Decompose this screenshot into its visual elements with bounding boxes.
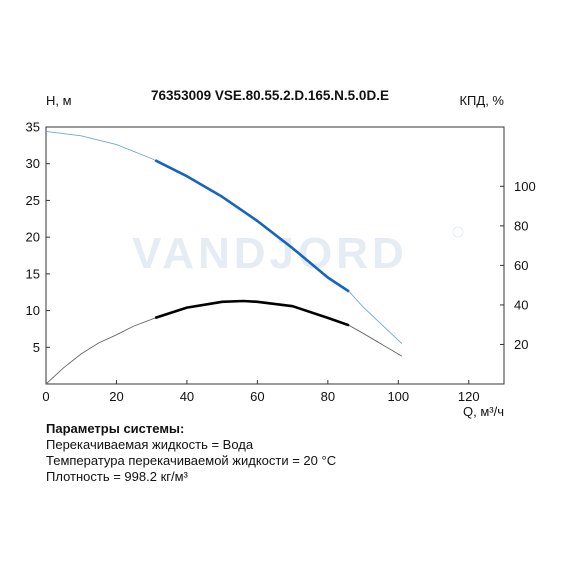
chart-title: 76353009 VSE.80.55.2.D.165.N.5.0D.E [151,88,389,103]
series-1-full-curve [45,300,403,385]
y-left-tick-label: 25 [26,193,40,208]
x-tick-label: 80 [321,389,335,404]
y-right-tick-label: 60 [514,258,528,273]
system-parameters: Параметры системы: Перекачиваемая жидкос… [46,421,336,485]
x-tick-label: 100 [387,389,409,404]
y-right-tick-label: 80 [514,218,528,233]
x-tick-label: 0 [42,389,49,404]
params-line-temperature: Температура перекачиваемой жидкости = 20… [46,453,337,468]
watermark-logo: VANDJORD [132,229,408,278]
y-left-tick-label: 15 [26,266,40,281]
y-right-tick-label: 100 [514,179,536,194]
x-tick-label: 120 [458,389,480,404]
x-axis-label: Q, м³/ч [463,404,504,419]
y-right-tick-label: 20 [514,337,528,352]
y-right-label: КПД, % [459,93,504,108]
pump-curve-chart: VANDJORD 76353009 VSE.80.55.2.D.165.N.5.… [26,88,536,419]
x-tick-label: 40 [180,389,194,404]
y-left-label: Н, м [46,93,72,108]
x-tick-label: 60 [250,389,264,404]
y-left-tick-label: 10 [26,303,40,318]
registered-mark-icon [452,226,464,238]
params-line-density: Плотность = 998.2 кг/м³ [46,469,188,484]
plot-frame [45,126,505,385]
y-left-tick-label: 5 [33,340,40,355]
params-title: Параметры системы: [46,421,185,436]
y-right-tick-label: 40 [514,297,528,312]
x-tick-label: 20 [109,389,123,404]
params-line-fluid: Перекачиваемая жидкость = Вода [46,437,254,452]
series-1-operating-curve [154,299,350,327]
y-left-tick-label: 30 [26,156,40,171]
y-left-tick-label: 35 [26,120,40,135]
series-0-operating-curve [154,159,350,293]
y-left-tick-label: 20 [26,230,40,245]
